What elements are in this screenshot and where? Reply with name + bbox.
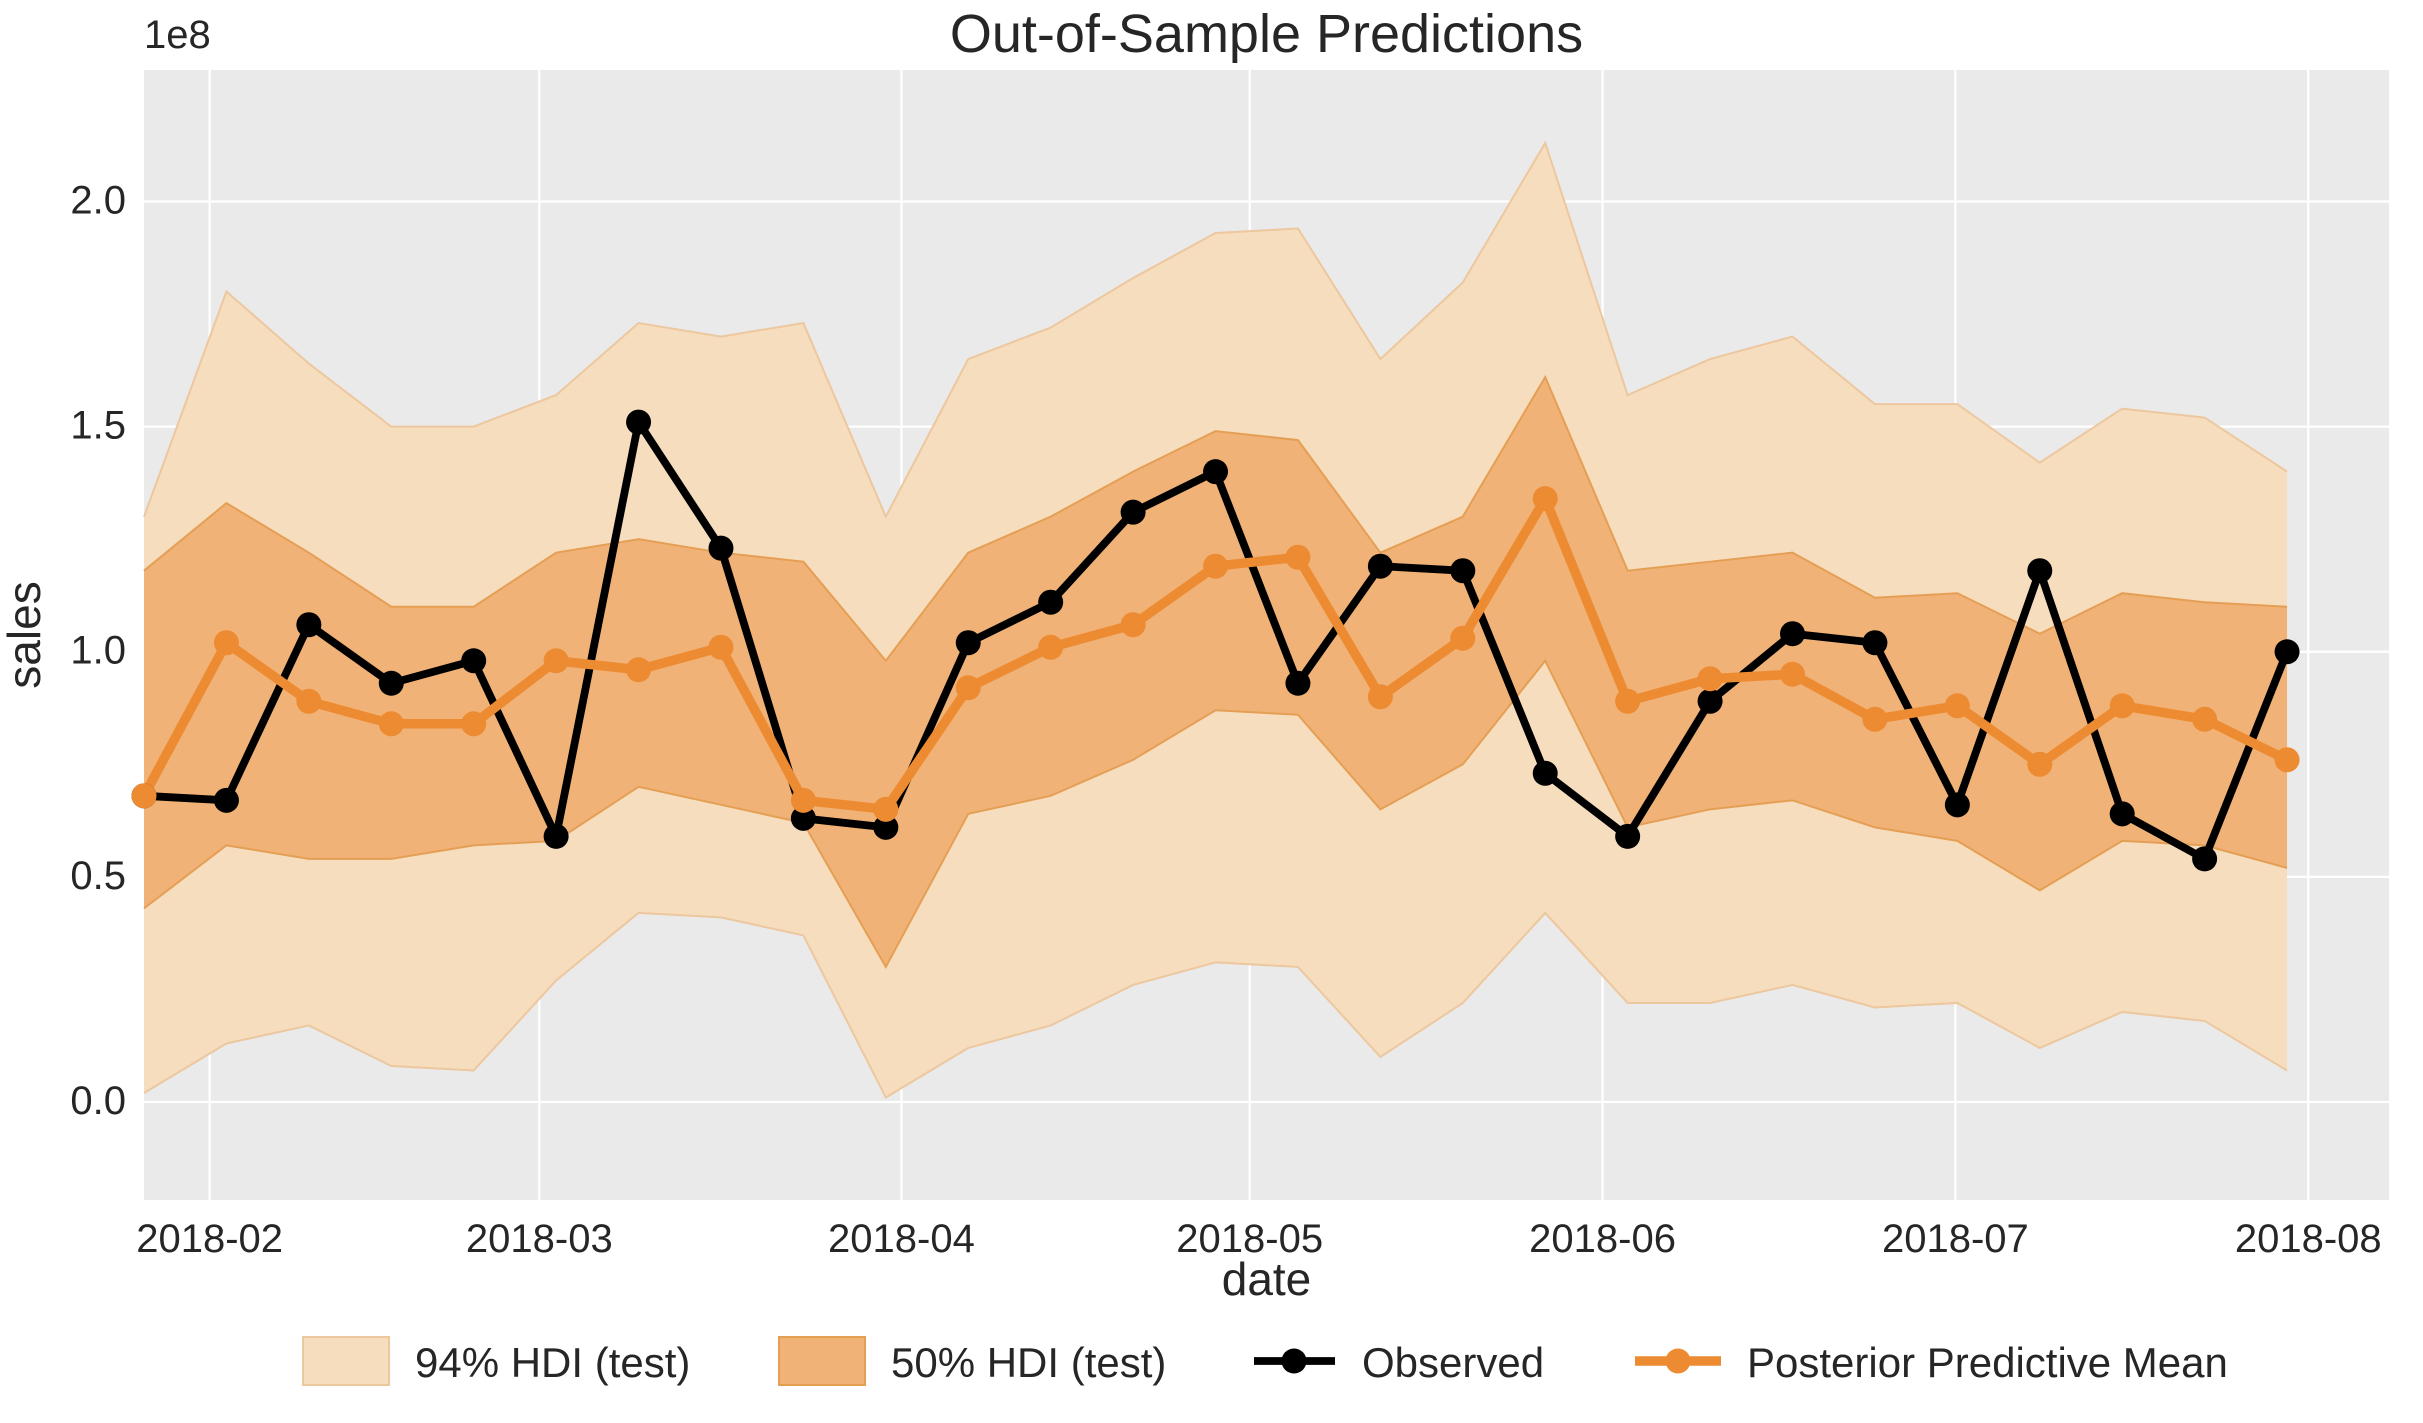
svg-text:0.0: 0.0: [70, 1079, 126, 1123]
svg-text:2018-02: 2018-02: [136, 1217, 283, 1261]
svg-text:2018-06: 2018-06: [1529, 1217, 1676, 1261]
svg-text:1.5: 1.5: [70, 404, 126, 448]
svg-text:2018-03: 2018-03: [466, 1217, 613, 1261]
svg-text:Posterior Predictive Mean: Posterior Predictive Mean: [1747, 1339, 2228, 1386]
svg-text:0.5: 0.5: [70, 854, 126, 898]
svg-text:Out-of-Sample Predictions: Out-of-Sample Predictions: [950, 4, 1583, 64]
svg-text:2018-04: 2018-04: [828, 1217, 975, 1261]
svg-text:date: date: [1222, 1253, 1312, 1305]
svg-text:94% HDI (test): 94% HDI (test): [415, 1339, 690, 1386]
svg-text:2.0: 2.0: [70, 178, 126, 222]
svg-text:1e8: 1e8: [144, 13, 211, 57]
svg-text:2018-07: 2018-07: [1882, 1217, 2029, 1261]
svg-text:50% HDI (test): 50% HDI (test): [891, 1339, 1166, 1386]
svg-text:Observed: Observed: [1362, 1339, 1544, 1386]
svg-text:1.0: 1.0: [70, 629, 126, 673]
svg-text:sales: sales: [0, 581, 50, 688]
svg-text:2018-08: 2018-08: [2235, 1217, 2382, 1261]
